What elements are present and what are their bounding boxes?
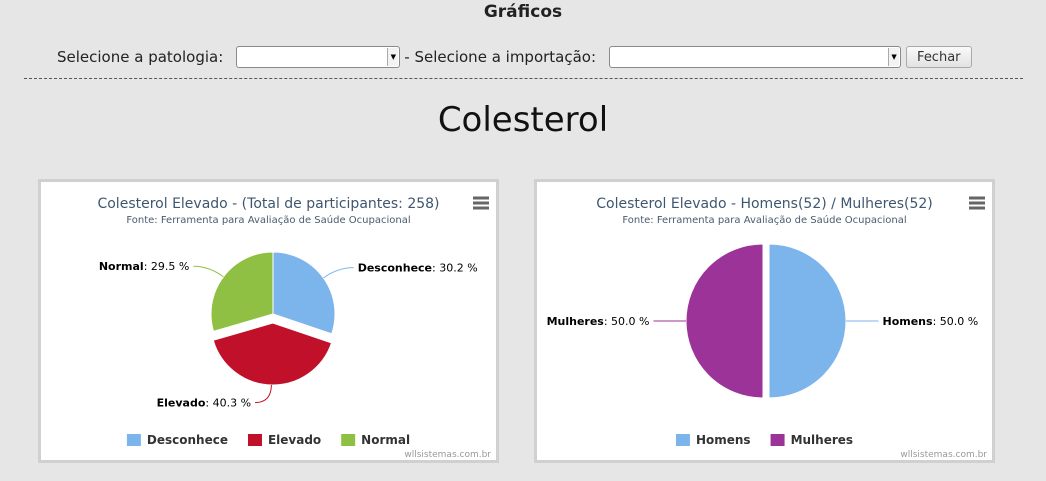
dropdown-arrow-icon[interactable]: ▼: [387, 48, 399, 66]
chart-title: Colesterol Elevado - Homens(52) / Mulher…: [596, 196, 933, 212]
data-label-value: 29.5 %: [151, 260, 189, 273]
data-label-name: Mulheres: [547, 315, 605, 328]
chart-container-genero: Colesterol Elevado - Homens(52) / Mulher…: [534, 179, 995, 463]
legend-swatch: [126, 434, 141, 446]
chart-title: Colesterol Elevado - (Total de participa…: [97, 196, 439, 212]
data-label-desconhece: Desconhece: 30.2 %: [358, 262, 478, 275]
data-label-value: 40.3 %: [213, 397, 251, 410]
chart-subtitle: Fonte: Ferramenta para Avaliação de Saúd…: [622, 214, 906, 226]
legend-label: Normal: [361, 433, 410, 447]
data-label-elevado: Elevado: 40.3 %: [157, 397, 251, 410]
pie-slice-normal[interactable]: [210, 251, 274, 332]
importacao-label: - Selecione a importação:: [404, 48, 597, 66]
pie-chart-total: Colesterol Elevado - (Total de participa…: [97, 196, 491, 460]
legend-label: Mulheres: [791, 433, 853, 447]
data-label-normal: Normal: 29.5 %: [99, 260, 190, 273]
data-label-name: Elevado: [157, 397, 206, 410]
menu-icon[interactable]: [969, 196, 985, 210]
legend-swatch: [341, 434, 356, 446]
data-label-value: 50.0 %: [611, 315, 649, 328]
pie-slice-homens[interactable]: [768, 243, 847, 399]
dropdown-arrow-icon[interactable]: ▼: [888, 48, 900, 66]
legend-label: Elevado: [268, 433, 321, 447]
data-label-name: Homens: [883, 315, 934, 328]
legend-item-normal[interactable]: Normal: [341, 433, 410, 447]
legend-swatch: [247, 434, 262, 446]
patologia-select[interactable]: ▼: [236, 46, 401, 68]
data-label-name: Normal: [99, 260, 144, 273]
legend-swatch: [770, 434, 785, 446]
data-label-homens: Homens: 50.0 %: [883, 315, 979, 328]
divider: [24, 78, 1023, 79]
legend-label: Homens: [696, 433, 751, 447]
connector-line: [323, 267, 354, 279]
section-title: Colesterol: [437, 100, 609, 140]
importacao-select[interactable]: ▼: [609, 46, 902, 68]
data-label-value: 30.2 %: [439, 262, 477, 275]
data-label-value: 50.0 %: [940, 315, 978, 328]
legend-item-homens[interactable]: Homens: [675, 433, 751, 447]
credits-link[interactable]: wllsistemas.com.br: [900, 450, 987, 460]
legend-label: Desconhece: [147, 433, 228, 447]
menu-icon[interactable]: [473, 196, 489, 210]
connector-line: [255, 384, 272, 404]
connector-line: [193, 265, 224, 278]
patologia-label: Selecione a patologia:: [57, 48, 224, 66]
credits-link[interactable]: wllsistemas.com.br: [404, 450, 491, 460]
pie-slice-desconhece[interactable]: [272, 251, 336, 335]
data-label-name: Desconhece: [358, 262, 432, 275]
legend-swatch: [675, 434, 690, 446]
legend-item-mulheres[interactable]: Mulheres: [770, 433, 853, 447]
legend-item-desconhece[interactable]: Desconhece: [126, 433, 228, 447]
chart-container-total: Colesterol Elevado - (Total de participa…: [38, 179, 499, 463]
filter-row: Selecione a patologia: ▼ - Selecione a i…: [57, 44, 972, 70]
pie-slice-elevado[interactable]: [212, 322, 333, 386]
page-title: Gráficos: [483, 2, 563, 22]
close-button[interactable]: Fechar: [906, 46, 972, 68]
pie-chart-genero: Colesterol Elevado - Homens(52) / Mulher…: [547, 196, 988, 460]
pie-slice-mulheres[interactable]: [685, 243, 764, 399]
data-label-mulheres: Mulheres: 50.0 %: [547, 315, 650, 328]
chart-subtitle: Fonte: Ferramenta para Avaliação de Saúd…: [126, 214, 410, 226]
legend-item-elevado[interactable]: Elevado: [247, 433, 321, 447]
